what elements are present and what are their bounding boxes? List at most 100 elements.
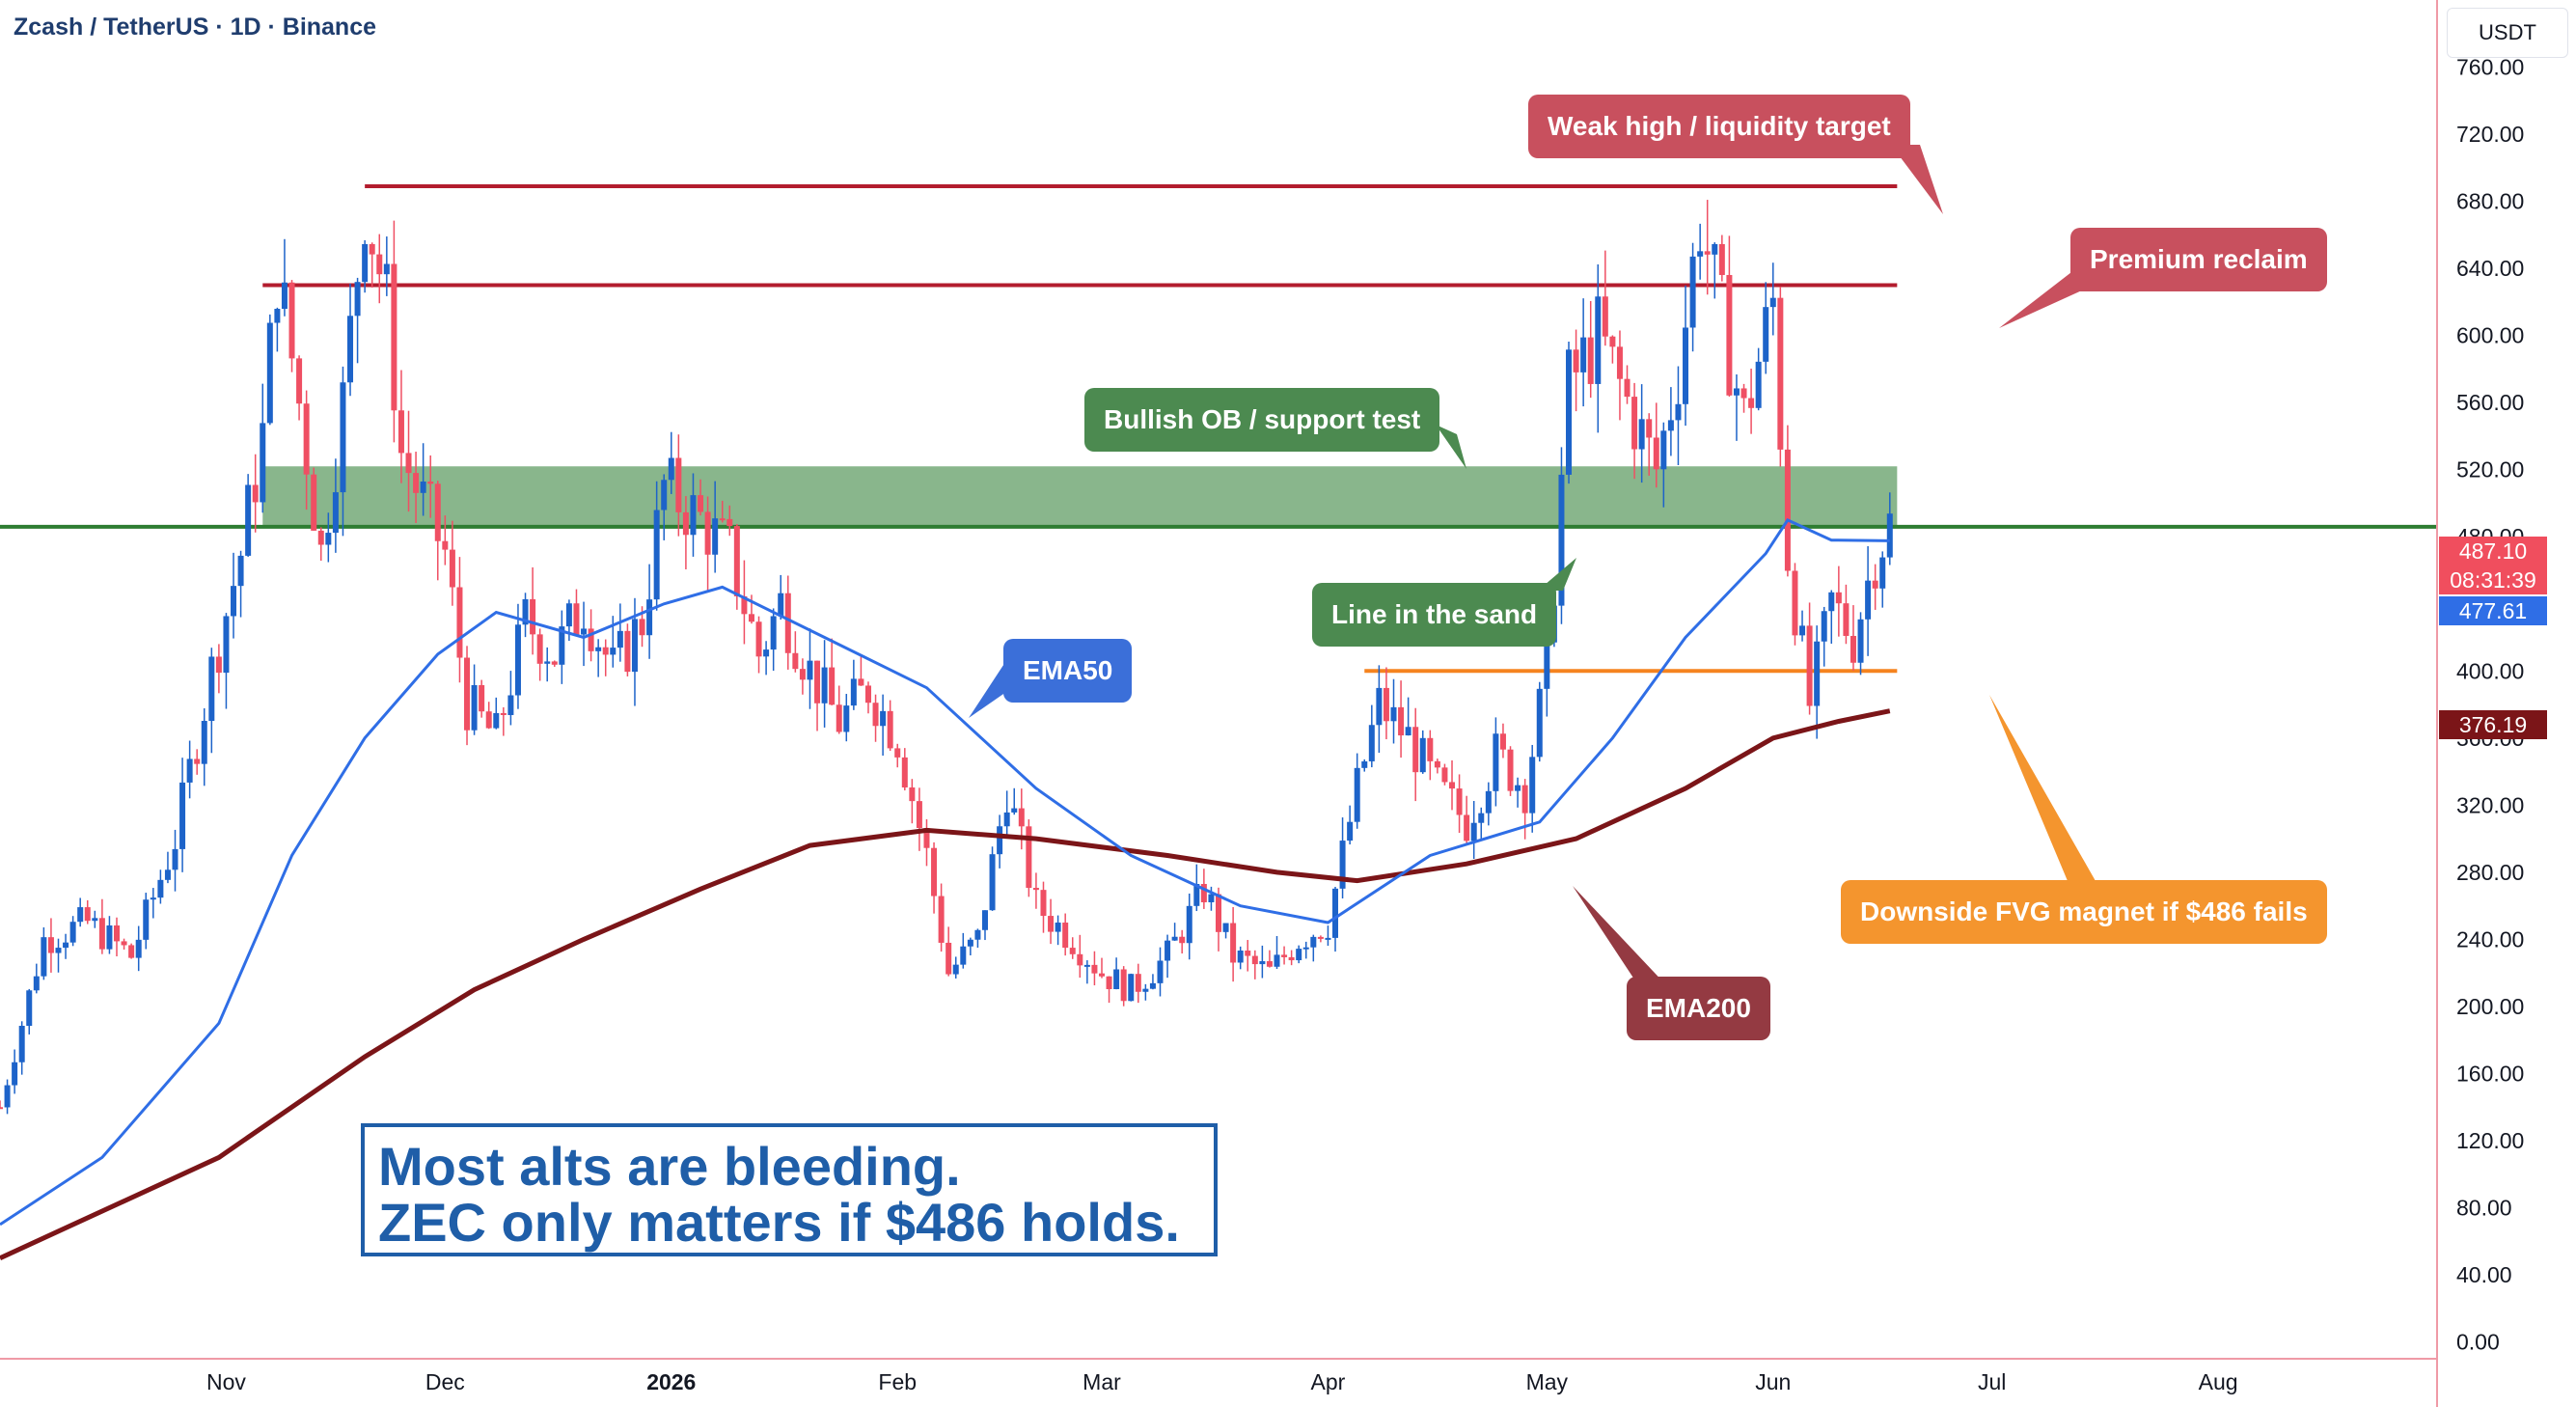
candle: [704, 496, 711, 593]
candle: [383, 236, 390, 296]
candle: [157, 869, 164, 904]
candle: [1624, 365, 1631, 404]
candle: [266, 314, 273, 426]
candle: [755, 616, 762, 674]
candle: [1302, 941, 1309, 959]
candle: [661, 474, 668, 540]
candle: [1055, 915, 1061, 946]
candle: [114, 917, 121, 957]
x-tick-label: Aug: [2199, 1369, 2238, 1394]
countdown-label: 08:31:39: [2439, 566, 2547, 594]
candle: [850, 659, 857, 710]
candle: [1733, 373, 1740, 441]
candle: [1769, 262, 1776, 336]
candle: [4, 1079, 11, 1115]
candle: [1697, 223, 1704, 280]
candle: [317, 527, 324, 561]
candle: [1521, 779, 1528, 840]
candle: [1587, 300, 1594, 399]
callout-bullish-ob: Bullish OB / support test: [1084, 388, 1440, 452]
x-tick-label: 2026: [646, 1369, 696, 1394]
candle: [1638, 384, 1645, 483]
y-tick-label: 680.00: [2456, 189, 2524, 214]
candle: [1660, 422, 1667, 508]
candle: [1821, 606, 1827, 667]
x-tick-label: Apr: [1311, 1369, 1346, 1394]
y-tick-label: 240.00: [2456, 926, 2524, 952]
candle: [624, 623, 631, 676]
candle: [829, 638, 836, 705]
candle: [559, 610, 565, 684]
candle: [1179, 929, 1186, 954]
currency-selector[interactable]: USDT: [2447, 8, 2568, 58]
candle: [26, 988, 33, 1035]
ema50-line: [0, 517, 1890, 1227]
zones-layer: [262, 466, 1898, 527]
candle: [1222, 923, 1229, 939]
candle: [1339, 817, 1346, 899]
candle: [55, 938, 62, 973]
candle: [726, 505, 733, 537]
y-tick-label: 280.00: [2456, 860, 2524, 885]
candle: [164, 851, 171, 884]
candle: [872, 694, 879, 742]
candle: [1886, 492, 1893, 566]
callout-ema50: EMA50: [1003, 639, 1133, 703]
y-tick-label: 600.00: [2456, 323, 2524, 348]
candle: [938, 883, 945, 952]
candle: [1026, 819, 1032, 897]
candle: [1347, 805, 1354, 845]
candle: [1558, 447, 1565, 624]
candle: [1135, 963, 1141, 1004]
candle: [186, 740, 193, 799]
candle: [442, 515, 449, 566]
candle: [1573, 329, 1579, 412]
candle: [814, 660, 821, 731]
candle: [1865, 545, 1872, 656]
candle: [617, 603, 623, 662]
candle: [1799, 610, 1806, 642]
candle: [135, 925, 142, 972]
candle: [1412, 707, 1419, 802]
candle: [41, 927, 47, 980]
candle: [923, 819, 930, 867]
candle: [653, 481, 660, 611]
candle: [362, 239, 369, 293]
ema-layer: [0, 517, 1891, 1260]
pointer-line-in-sand: [1538, 558, 1576, 591]
ema200-line: [0, 708, 1891, 1260]
headline-line-2: ZEC only matters if $486 holds.: [378, 1192, 1180, 1253]
candle: [1083, 960, 1090, 984]
candle: [1245, 940, 1251, 972]
candle: [208, 648, 215, 754]
candle: [536, 628, 543, 681]
callout-line-in-sand: Line in the sand: [1312, 583, 1557, 647]
candle: [675, 434, 682, 537]
candle: [0, 1100, 3, 1110]
candle: [427, 455, 434, 518]
candle: [223, 613, 230, 709]
candle: [843, 694, 850, 742]
candle: [1704, 200, 1711, 295]
candle: [1835, 566, 1842, 637]
candle: [1040, 881, 1047, 933]
candle: [1879, 551, 1886, 608]
levels-layer: [0, 183, 2437, 674]
candle: [668, 431, 674, 494]
candle: [456, 557, 463, 683]
candle: [960, 932, 967, 969]
candle: [201, 708, 207, 786]
candle: [376, 234, 383, 304]
candle: [1718, 234, 1725, 282]
candle: [1091, 951, 1098, 986]
candle: [1120, 966, 1127, 1007]
candle: [821, 640, 828, 728]
candle: [1755, 347, 1762, 411]
zone-bullish-ob: [262, 466, 1898, 527]
candle: [274, 307, 281, 352]
candle: [595, 639, 602, 677]
candle: [1689, 242, 1696, 352]
candle: [887, 700, 893, 752]
candle: [792, 631, 799, 673]
